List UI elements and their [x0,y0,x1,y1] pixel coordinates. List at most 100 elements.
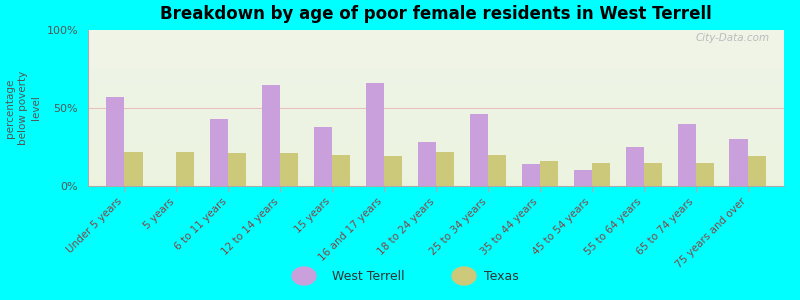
Bar [88,39,784,40]
Bar [88,140,784,141]
Bar [88,102,784,103]
Bar [88,100,784,101]
Bar [88,170,784,171]
Bar [88,127,784,128]
Y-axis label: percentage
below poverty
level: percentage below poverty level [5,71,41,145]
Bar [88,60,784,61]
Bar [88,145,784,146]
Bar [678,124,696,186]
Bar [88,155,784,156]
Bar [228,153,246,186]
Bar [88,96,784,97]
Bar [88,87,784,88]
Bar [88,31,784,32]
Bar [88,111,784,112]
Bar [88,141,784,142]
Bar [88,138,784,139]
Bar [436,152,454,186]
Bar [88,116,784,117]
Bar [88,65,784,66]
Bar [88,44,784,45]
Bar [176,152,194,186]
Bar [366,83,384,186]
Bar [88,149,784,150]
Bar [88,148,784,149]
Bar [88,159,784,160]
Bar [748,156,766,186]
Bar [88,99,784,100]
Bar [88,156,784,157]
Bar [88,110,784,111]
Bar [88,108,784,109]
Bar [88,124,784,125]
Bar [88,143,784,144]
Bar [88,152,784,153]
Bar [88,91,784,92]
Text: City-Data.com: City-Data.com [696,33,770,43]
Bar [88,53,784,54]
Bar [88,162,784,163]
Bar [592,163,610,186]
Bar [88,88,784,89]
Bar [88,122,784,123]
Bar [88,163,784,164]
Bar [88,150,784,151]
Bar [88,56,784,57]
Bar [88,134,784,135]
Bar [488,155,506,186]
Bar [88,82,784,83]
Bar [88,42,784,43]
Bar [88,35,784,36]
Bar [384,156,402,186]
Bar [106,97,124,186]
Bar [88,59,784,60]
Bar [88,36,784,37]
Bar [88,33,784,34]
Bar [88,154,784,155]
Bar [88,182,784,183]
Bar [88,174,784,175]
Bar [88,40,784,41]
Bar [88,68,784,69]
Bar [88,144,784,145]
Bar [88,83,784,84]
Bar [88,153,784,154]
Bar [470,114,488,186]
Bar [88,47,784,48]
Bar [88,132,784,133]
Bar [88,104,784,105]
Bar [88,184,784,185]
Bar [88,181,784,182]
Bar [88,93,784,94]
Bar [88,147,784,148]
Title: Breakdown by age of poor female residents in West Terrell: Breakdown by age of poor female resident… [160,5,712,23]
Bar [88,135,784,136]
Bar [88,118,784,119]
Bar [88,67,784,68]
Bar [88,167,784,168]
Bar [88,55,784,56]
Bar [88,90,784,91]
Bar [88,89,784,90]
Bar [418,142,436,186]
Bar [88,80,784,81]
Bar [88,172,784,173]
Bar [88,85,784,86]
Bar [88,161,784,162]
Bar [88,129,784,130]
Ellipse shape [452,267,476,285]
Bar [88,66,784,67]
Bar [88,76,784,77]
Bar [280,153,298,186]
Bar [540,161,558,186]
Bar [88,160,784,161]
Bar [88,139,784,140]
Bar [88,165,784,166]
Bar [88,100,784,101]
Bar [262,85,280,186]
Bar [88,112,784,113]
Bar [88,107,784,108]
Bar [210,119,228,186]
Bar [88,164,784,165]
Bar [88,119,784,120]
